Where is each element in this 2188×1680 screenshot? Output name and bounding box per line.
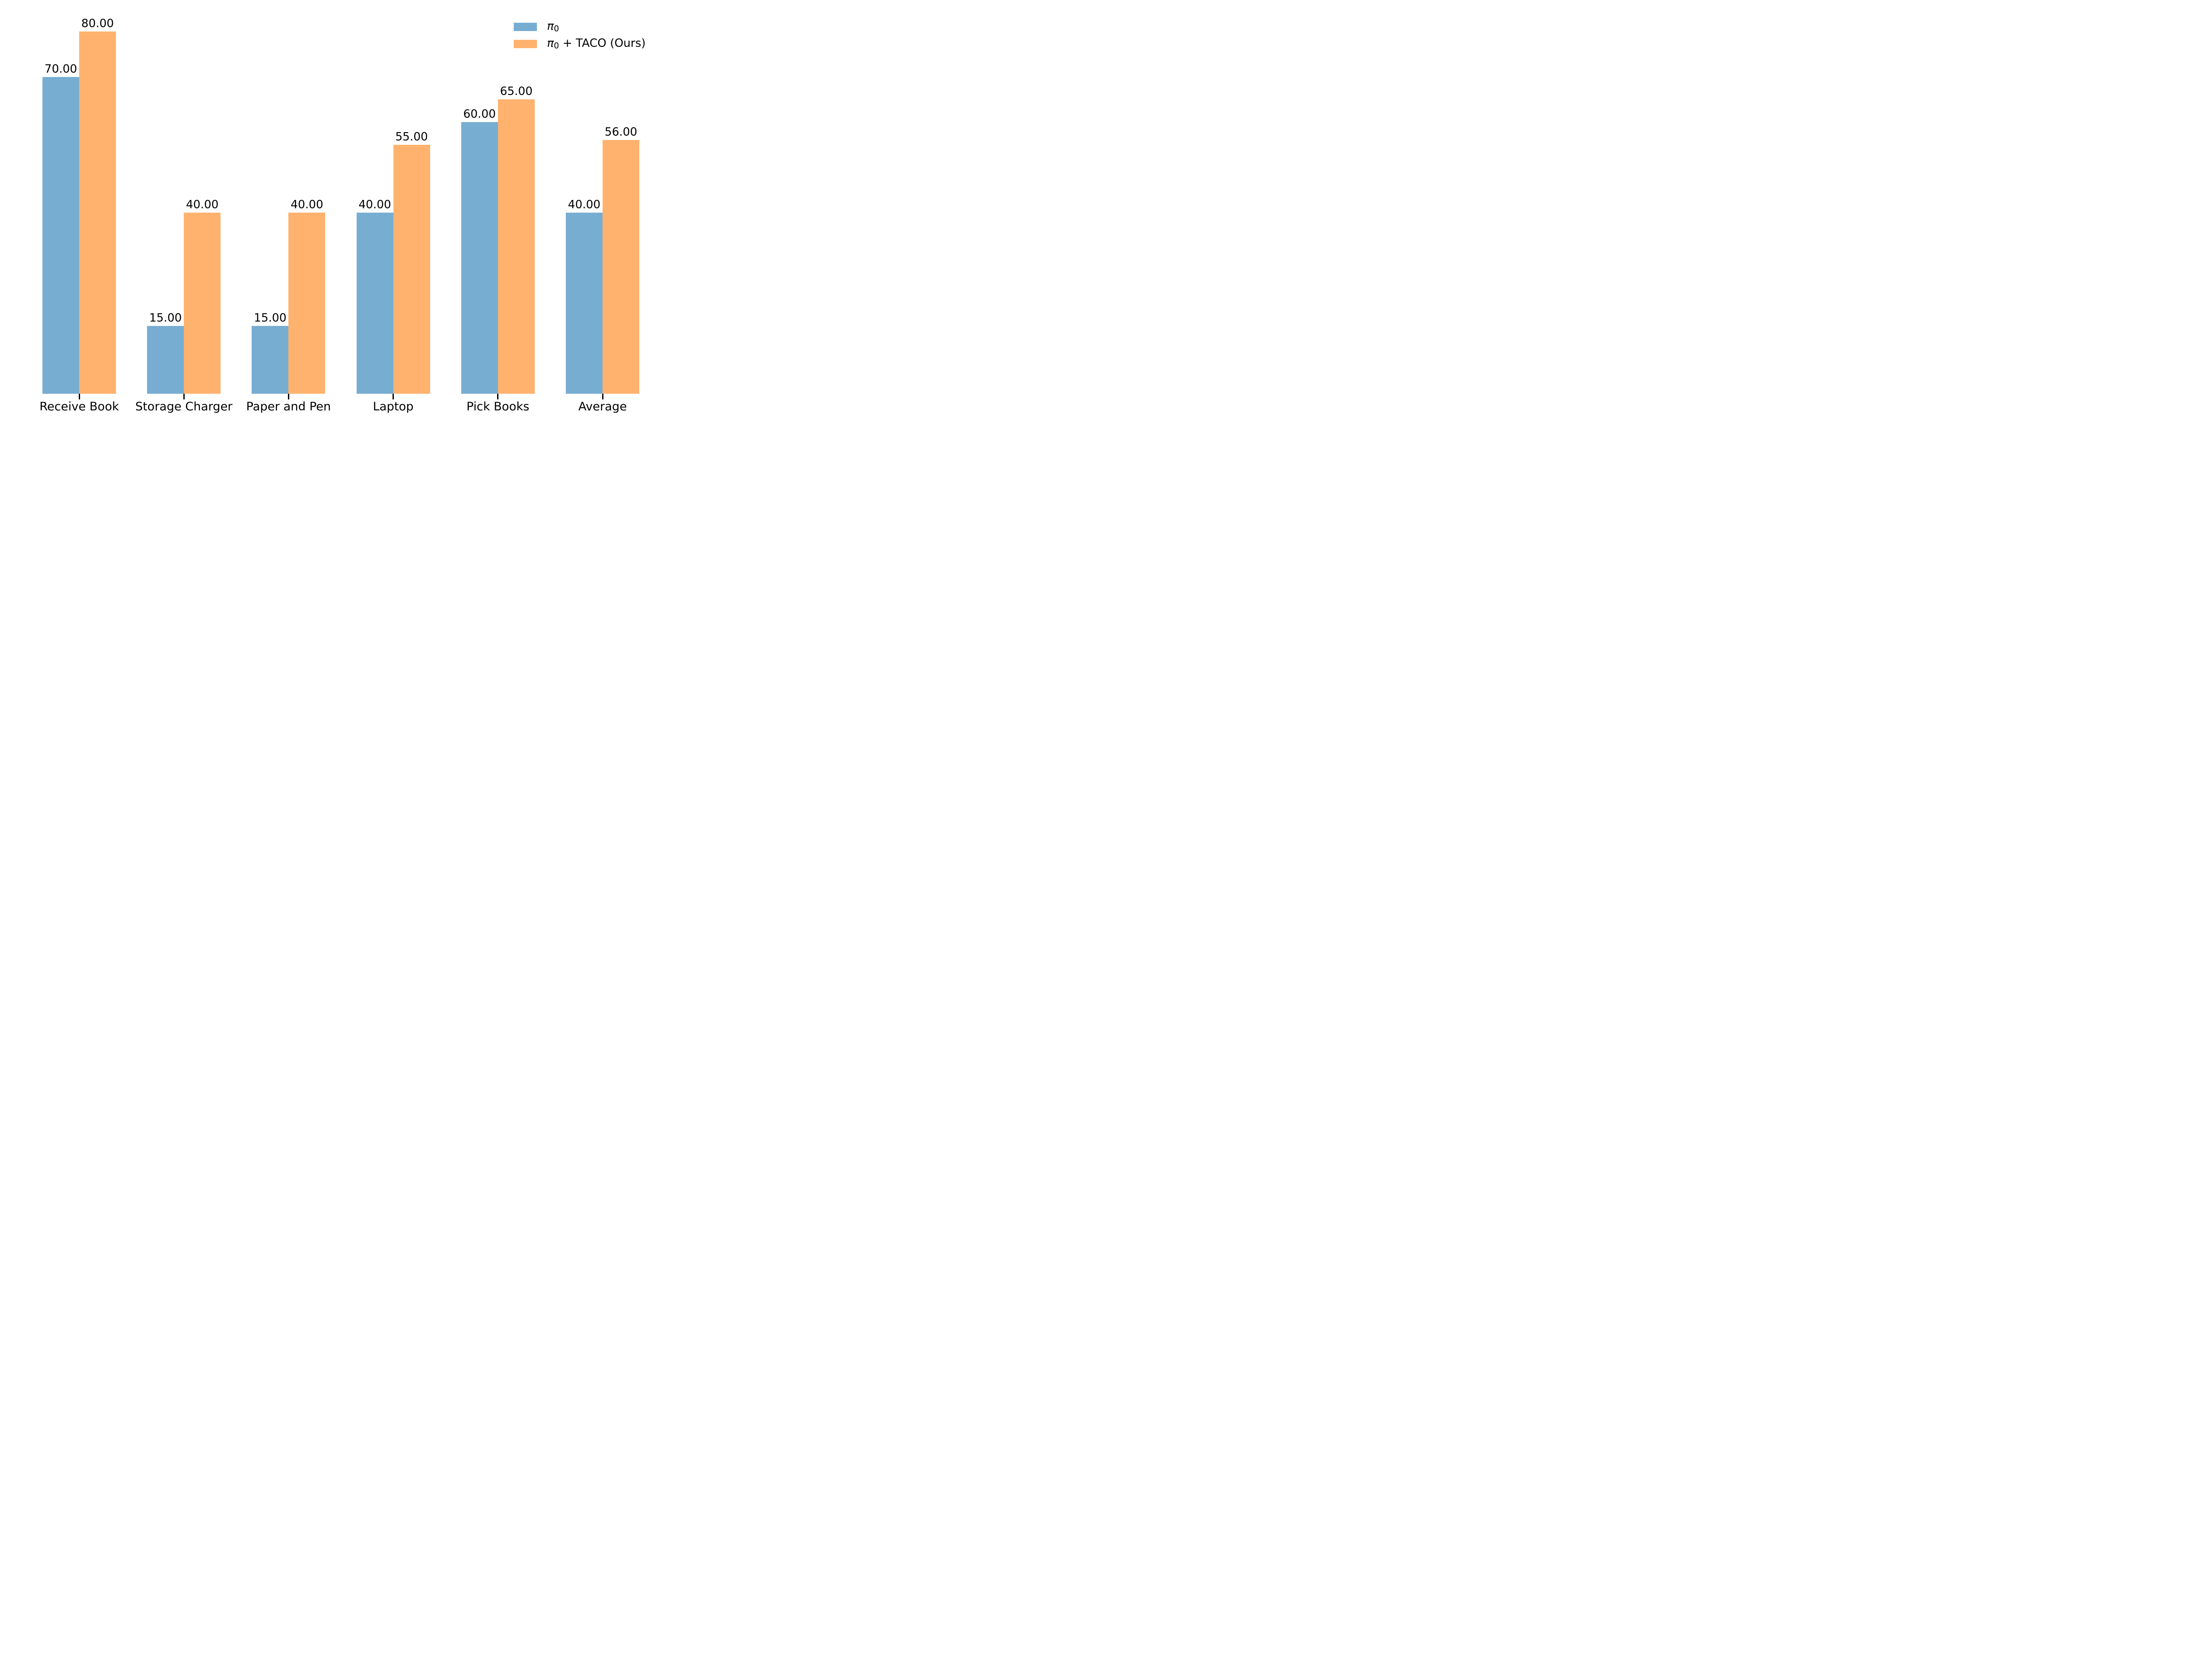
value-label-pi0-taco-pick-books: 65.00 [500,85,533,98]
pi-symbol: π [547,36,554,50]
value-label-pi0-taco-receive-book: 80.00 [81,17,114,30]
x-tick-label-paper-and-pen: Paper and Pen [246,400,331,413]
bar-pi0-storage-charger [147,326,184,394]
x-tick-average [602,394,603,399]
bar-pi0-taco-receive-book [79,32,116,394]
bar-pi0-average [566,213,603,394]
bar-pi0-receive-book [42,77,79,394]
bar-pi0-pick-books [461,122,498,394]
x-tick-receive-book [78,394,80,399]
value-label-pi0-receive-book: 70.00 [44,62,77,76]
x-tick-label-storage-charger: Storage Charger [135,400,233,413]
x-tick-laptop [393,394,394,399]
x-tick-label-laptop: Laptop [373,400,414,413]
x-tick-label-average: Average [578,400,627,413]
legend-label-pi0: π0 [547,20,559,34]
legend-swatch-pi0 [514,22,537,31]
pi-symbol: π [547,20,554,33]
legend-item-pi0-taco: π0 + TACO (Ours) [514,37,645,51]
x-tick-paper-and-pen [288,394,289,399]
bar-pi0-laptop [356,213,393,394]
bar-pi0-taco-storage-charger [184,213,221,394]
legend-label-rest: + TACO (Ours) [559,36,646,50]
legend-swatch-pi0-taco [514,39,537,48]
bar-pi0-taco-laptop [393,144,430,394]
value-label-pi0-taco-paper-and-pen: 40.00 [291,198,323,211]
legend: π0 π0 + TACO (Ours) [514,20,645,51]
x-tick-label-receive-book: Receive Book [39,400,119,413]
value-label-pi0-average: 40.00 [568,198,601,211]
bar-pi0-taco-paper-and-pen [288,213,326,394]
bar-pi0-taco-average [603,140,639,394]
value-label-pi0-storage-charger: 15.00 [149,311,182,325]
value-label-pi0-taco-storage-charger: 40.00 [186,198,219,211]
x-tick-label-pick-books: Pick Books [466,400,529,413]
pi-subscript: 0 [554,41,559,51]
bar-pi0-taco-pick-books [498,99,535,394]
legend-item-pi0: π0 [514,20,645,34]
bar-chart-figure: 70.00 80.00 Receive Book 15.00 40.00 Storage … [0,0,672,420]
legend-label-pi0-taco: π0 + TACO (Ours) [547,37,645,51]
bar-pi0-paper-and-pen [252,326,289,394]
value-label-pi0-taco-laptop: 55.00 [395,130,428,144]
value-label-pi0-laptop: 40.00 [358,198,391,211]
x-tick-pick-books [497,394,499,399]
value-label-pi0-paper-and-pen: 15.00 [254,311,287,325]
value-label-pi0-taco-average: 56.00 [604,126,638,139]
value-label-pi0-pick-books: 60.00 [463,108,496,121]
x-tick-storage-charger [183,394,185,399]
pi-subscript: 0 [554,24,559,34]
